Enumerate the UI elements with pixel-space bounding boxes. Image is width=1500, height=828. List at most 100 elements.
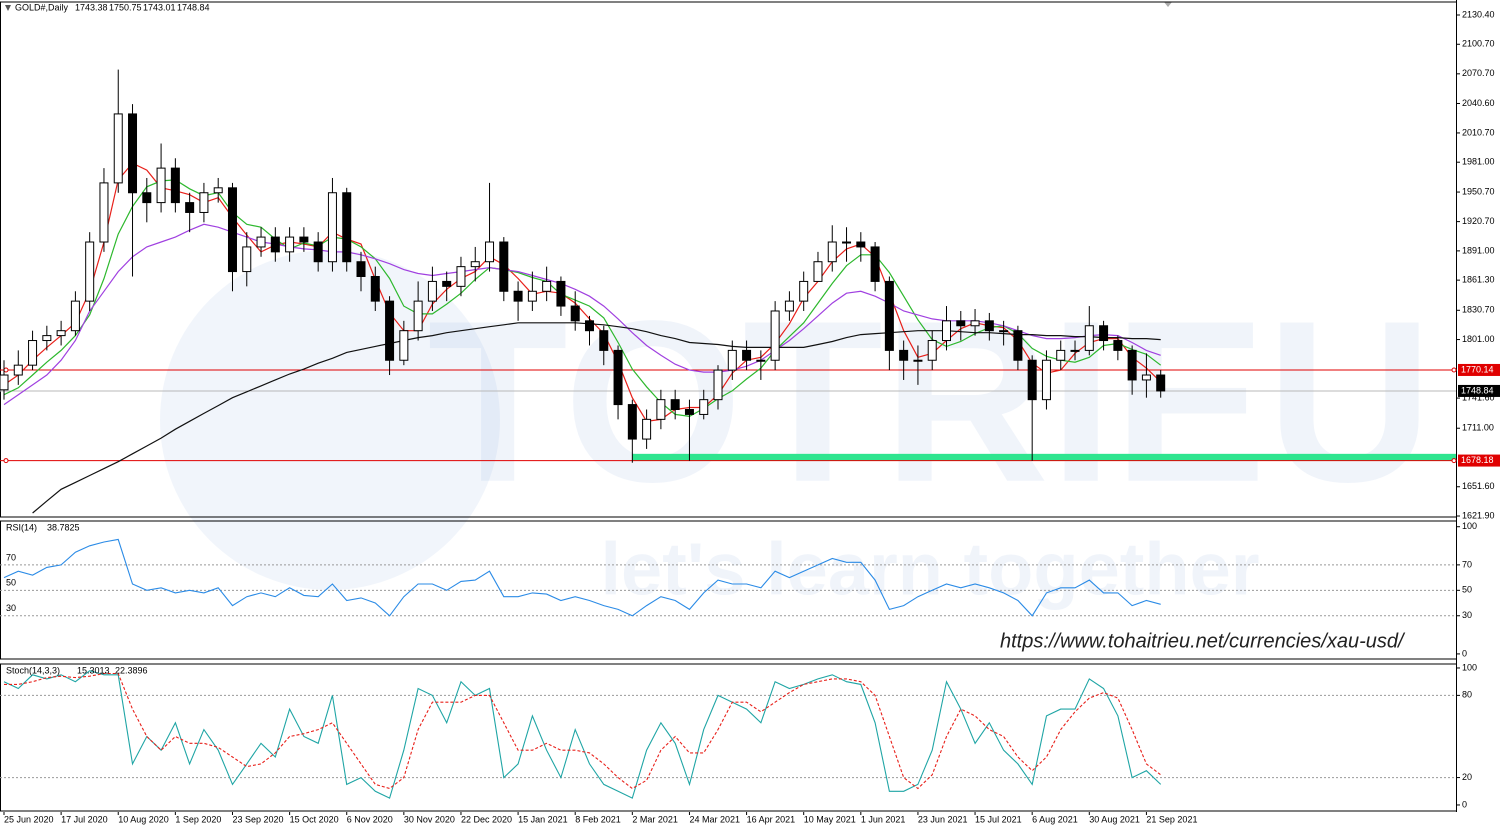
candle-body xyxy=(570,305,580,322)
candle-body xyxy=(285,236,295,253)
candle-body xyxy=(684,409,694,415)
y-tick-label: 2130.40 xyxy=(1462,9,1495,19)
candle-body xyxy=(842,241,852,244)
candle-body xyxy=(656,399,666,420)
quote-value: 1743.38 xyxy=(75,2,108,12)
candle-body xyxy=(1156,374,1166,392)
y-tick-label: 1801.00 xyxy=(1462,334,1495,344)
x-tick-label: 15 Jan 2021 xyxy=(518,814,568,824)
watermark-slogan: let's learn together xyxy=(600,528,1259,611)
y-tick-label: 2070.70 xyxy=(1462,68,1495,78)
candle-body xyxy=(227,187,237,273)
price-label-box xyxy=(1458,384,1500,397)
x-tick-label: 16 Apr 2021 xyxy=(747,814,796,824)
level-handle xyxy=(3,458,9,464)
level-label: 50 xyxy=(6,578,16,588)
watermark-logo xyxy=(160,250,500,590)
indicator-value: 15.3013 xyxy=(77,665,110,675)
candle-body xyxy=(342,192,352,263)
level-label-box xyxy=(1458,454,1500,467)
candle-body xyxy=(970,320,980,327)
indicator-line xyxy=(3,670,1162,799)
y-tick-label: 0 xyxy=(1462,648,1467,658)
level-handle xyxy=(1451,367,1457,373)
x-tick-label: 6 Nov 2020 xyxy=(347,814,393,824)
quote-value: 1743.01 xyxy=(143,2,176,12)
x-tick-label: 15 Jul 2021 xyxy=(975,814,1022,824)
candle-body xyxy=(370,275,380,302)
candle-body xyxy=(770,310,780,361)
candle-body xyxy=(313,241,323,263)
candle-body xyxy=(456,266,466,287)
candle-body xyxy=(242,246,252,273)
candle-body xyxy=(327,192,337,263)
y-tick-label: 70 xyxy=(1462,559,1472,569)
candle-body xyxy=(399,330,409,361)
y-tick-label: 1981.00 xyxy=(1462,157,1495,167)
chart-title: GOLD#,Daily xyxy=(15,2,69,12)
y-tick-label: 50 xyxy=(1462,585,1472,595)
candle-body xyxy=(356,261,366,277)
candle-body xyxy=(99,182,109,243)
candle-body xyxy=(742,349,752,361)
y-tick-label: 1741.60 xyxy=(1462,392,1495,402)
quote-value: 1750.75 xyxy=(109,2,142,12)
candle-body xyxy=(1027,359,1037,401)
candle-body xyxy=(470,261,480,268)
candle-body xyxy=(42,335,52,342)
x-tick-label: 2 Mar 2021 xyxy=(632,814,678,824)
candle-body xyxy=(927,340,937,361)
x-tick-label: 10 May 2021 xyxy=(804,814,856,824)
candle-body xyxy=(756,359,766,362)
candle-body xyxy=(413,300,423,332)
y-tick-label: 0 xyxy=(1462,799,1467,809)
candle-body xyxy=(299,236,309,243)
candle-body xyxy=(870,246,880,282)
candle-body xyxy=(827,241,837,263)
y-tick-label: 100 xyxy=(1462,521,1477,531)
candle-body xyxy=(128,113,138,194)
candle-body xyxy=(727,349,737,371)
candle-body xyxy=(999,330,1009,333)
level-handle xyxy=(3,367,9,373)
candle-body xyxy=(1141,374,1151,381)
candle-body xyxy=(199,192,209,213)
indicator-title: Stoch(14,3,3) xyxy=(6,665,60,675)
candle-body xyxy=(270,236,280,253)
candle-body xyxy=(670,399,680,411)
candle-body xyxy=(913,359,923,362)
y-tick-label: 2100.70 xyxy=(1462,39,1495,49)
candle-body xyxy=(256,236,266,248)
support-zone xyxy=(632,453,1456,461)
indicator-value: 38.7825 xyxy=(47,522,80,532)
candle-body xyxy=(642,418,652,440)
candle-body xyxy=(113,113,123,184)
x-tick-label: 15 Oct 2020 xyxy=(290,814,339,824)
price-label: 1748.84 xyxy=(1461,385,1494,395)
x-tick-label: 1 Sep 2020 xyxy=(175,814,221,824)
candle-body xyxy=(984,320,994,332)
candle-body xyxy=(813,261,823,282)
x-tick-label: 21 Sep 2021 xyxy=(1146,814,1197,824)
candle-body xyxy=(542,280,552,292)
candle-body xyxy=(1113,340,1123,351)
level-label-box xyxy=(1458,363,1500,376)
y-tick-label: 1621.90 xyxy=(1462,510,1495,520)
x-tick-label: 23 Jun 2021 xyxy=(918,814,968,824)
candle-body xyxy=(699,399,709,415)
level-label: 1770.14 xyxy=(1461,364,1494,374)
url: https://www.tohaitrieu.net/currencies/xa… xyxy=(1000,630,1406,652)
x-tick-label: 8 Feb 2021 xyxy=(575,814,621,824)
y-tick-label: 100 xyxy=(1462,662,1477,672)
x-tick-label: 24 Mar 2021 xyxy=(689,814,740,824)
x-tick-label: 10 Aug 2020 xyxy=(118,814,169,824)
y-tick-label: 80 xyxy=(1462,690,1472,700)
candle-body xyxy=(599,330,609,351)
y-tick-label: 1651.60 xyxy=(1462,481,1495,491)
x-tick-label: 6 Aug 2021 xyxy=(1032,814,1078,824)
y-tick-label: 1891.00 xyxy=(1462,245,1495,255)
symbol-icon xyxy=(5,5,11,11)
level-label: 70 xyxy=(6,552,16,562)
